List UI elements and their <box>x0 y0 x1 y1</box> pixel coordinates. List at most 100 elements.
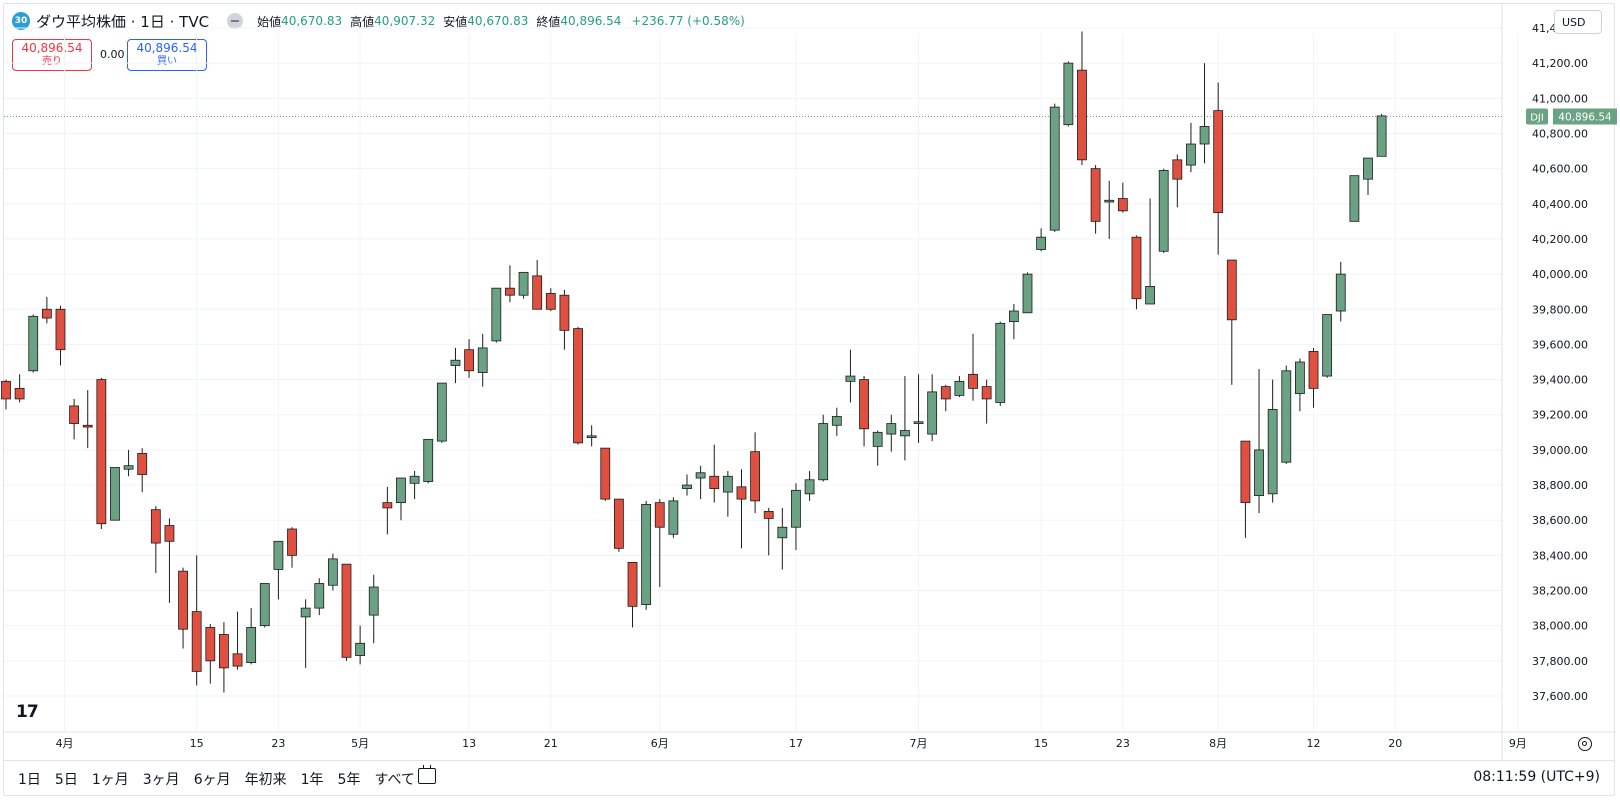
high-label: 高値 <box>350 14 375 29</box>
candle <box>1090 168 1101 222</box>
x-tick-label: 6月 <box>651 737 669 750</box>
candle <box>96 379 107 525</box>
buy-label: 買い <box>157 56 177 67</box>
candle <box>355 642 366 656</box>
candle <box>327 558 338 586</box>
candle <box>436 382 447 442</box>
candle <box>191 611 202 672</box>
y-tick-label: 39,000.00 <box>1532 444 1588 457</box>
range-button-6[interactable]: 1年 <box>300 772 324 788</box>
x-tick-label: 13 <box>462 737 476 750</box>
candle <box>845 375 856 382</box>
x-tick-label: 5月 <box>351 737 369 750</box>
candlestick-chart[interactable]: 37,600.00 37,800.00 38,000.00 38,200.00 38,4… <box>0 0 1620 760</box>
x-tick-label: 15 <box>1034 737 1048 750</box>
x-tick-label: 20 <box>1388 737 1402 750</box>
candle <box>505 287 515 296</box>
candle <box>164 525 175 542</box>
legend-header: 30 ダウ平均株価 · 1日 · TVC 始値 40,670.83 高値 40,… <box>12 9 745 33</box>
x-tick-label: 12 <box>1307 737 1321 750</box>
candle <box>1240 440 1251 504</box>
spread-value: 0.00 <box>100 48 125 61</box>
y-tick-label: 38,200.00 <box>1532 585 1588 598</box>
buy-button[interactable]: 40,896.54 買い <box>127 39 207 71</box>
compare-icon[interactable] <box>418 765 436 784</box>
candle <box>641 503 652 605</box>
candle <box>1213 110 1224 213</box>
y-tick-label: 40,600.00 <box>1532 163 1588 176</box>
last-price-symbol: DJI <box>1530 113 1544 124</box>
candle <box>586 435 597 438</box>
collapse-legend-icon[interactable] <box>227 13 244 29</box>
range-button-7[interactable]: 5年 <box>337 772 361 788</box>
candle <box>1295 361 1305 395</box>
settings-icon[interactable] <box>1578 737 1592 751</box>
candle <box>791 489 801 528</box>
sell-price: 40,896.54 <box>21 41 83 55</box>
close-label: 終値 <box>536 14 561 29</box>
candle <box>1104 199 1115 203</box>
range-selector: 1日 5日 1ヶ月 3ヶ月 6ヶ月 年初来 1年 5年 すべて <box>18 769 429 789</box>
y-tick-label: 41,000.00 <box>1532 92 1588 105</box>
currency-select[interactable]: USD <box>1554 10 1602 34</box>
candle <box>368 586 379 616</box>
range-button-1[interactable]: 5日 <box>54 772 78 788</box>
candle <box>1008 310 1019 322</box>
range-button-2[interactable]: 1ヶ月 <box>91 772 129 788</box>
symbol-title[interactable]: ダウ平均株価 · 1日 · TVC <box>36 12 210 31</box>
x-tick-label: 8月 <box>1209 737 1227 750</box>
y-tick-label: 39,200.00 <box>1532 409 1588 422</box>
x-tick-label: 4月 <box>56 737 74 750</box>
candle <box>1186 143 1196 166</box>
candle <box>968 373 978 389</box>
candle <box>913 421 924 424</box>
candle <box>573 328 583 444</box>
candle <box>137 453 148 475</box>
sell-button[interactable]: 40,896.54 売り <box>12 39 92 71</box>
range-button-3[interactable]: 3ヶ月 <box>142 772 180 788</box>
candle <box>409 475 420 484</box>
clock[interactable]: 08:11:59 (UTC+9) <box>1473 769 1600 785</box>
candle <box>246 627 257 663</box>
candle <box>1281 370 1292 463</box>
x-tick-label: 9月 <box>1509 737 1527 750</box>
candle <box>178 570 188 630</box>
candle <box>1077 69 1087 161</box>
candle <box>273 540 284 570</box>
candle <box>259 583 270 627</box>
range-button-8[interactable]: すべて <box>374 772 415 788</box>
candle <box>232 653 243 667</box>
change-value: +236.77 (+0.58%) <box>631 14 745 28</box>
candle <box>450 359 461 366</box>
candle <box>150 509 161 544</box>
x-tick-label: 17 <box>789 737 803 750</box>
range-button-4[interactable]: 6ヶ月 <box>193 772 231 788</box>
candle <box>900 430 910 437</box>
candle <box>750 451 760 502</box>
candle <box>954 380 965 396</box>
y-tick-label: 38,400.00 <box>1532 549 1588 562</box>
candle <box>831 416 842 426</box>
candle <box>859 379 869 430</box>
last-price-symbol-tag <box>1526 108 1548 125</box>
range-button-0[interactable]: 1日 <box>18 772 41 788</box>
candle <box>41 308 52 319</box>
candle <box>927 391 938 435</box>
candle <box>818 423 829 481</box>
candle <box>995 322 1006 403</box>
candle <box>464 349 474 372</box>
y-tick-label: 40,400.00 <box>1532 198 1588 211</box>
tradingview-logo-icon[interactable]: 17 <box>16 702 39 722</box>
y-tick-label: 38,600.00 <box>1532 514 1588 527</box>
low-label: 安値 <box>443 14 468 29</box>
symbol-badge-icon[interactable]: 30 <box>12 12 30 30</box>
y-tick-label: 38,000.00 <box>1532 620 1588 633</box>
candle <box>423 438 434 482</box>
candle <box>219 634 229 669</box>
candle <box>1063 62 1074 126</box>
candle <box>627 562 638 607</box>
candle <box>110 467 120 521</box>
candle <box>532 275 543 310</box>
range-button-5[interactable]: 年初来 <box>244 772 287 788</box>
candle <box>722 475 733 493</box>
